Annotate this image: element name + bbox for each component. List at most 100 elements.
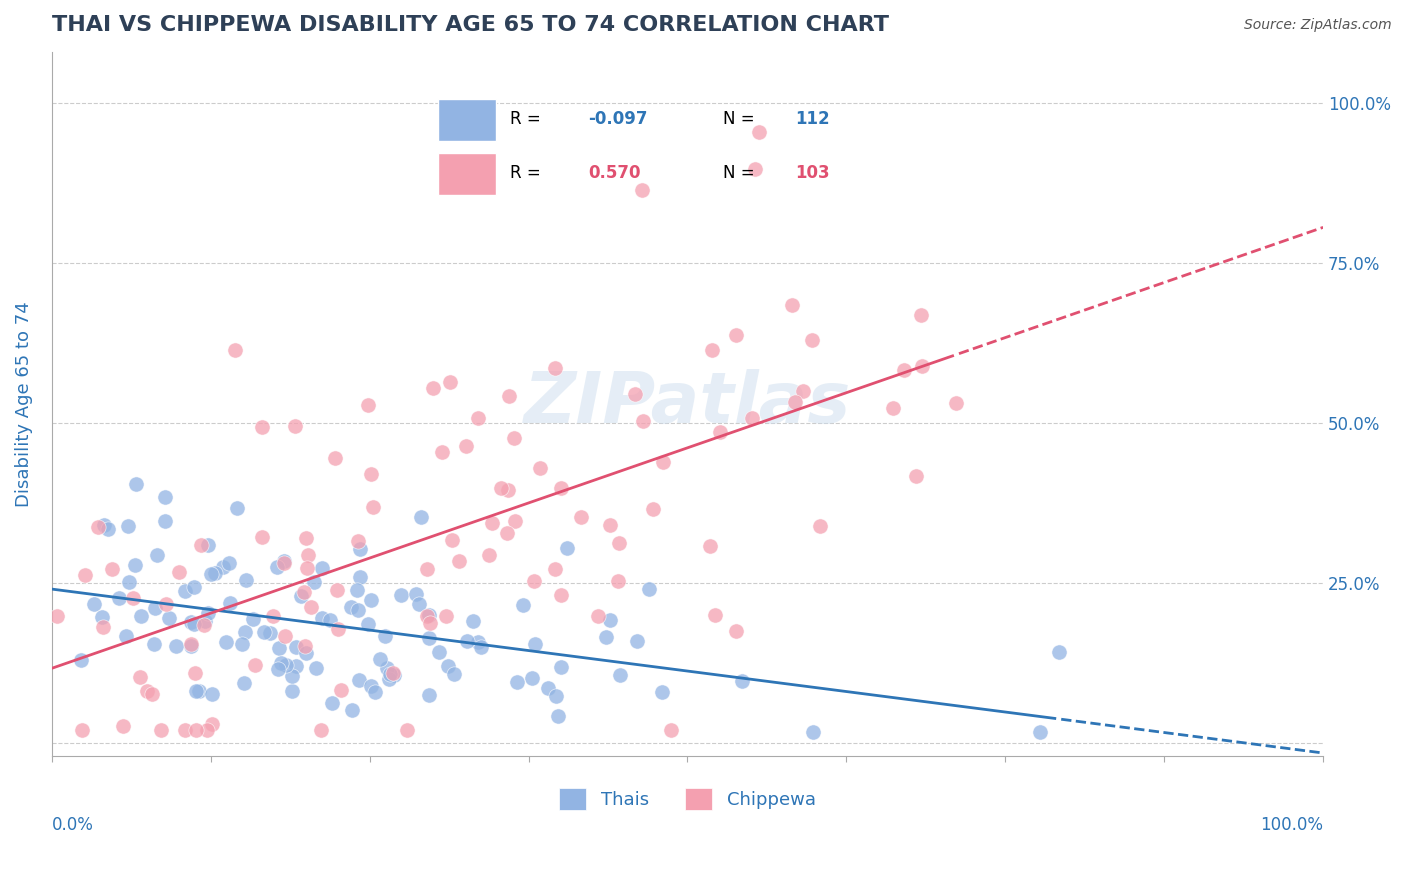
Legend: Thais, Chippewa: Thais, Chippewa bbox=[553, 780, 823, 817]
Point bbox=[174, 723, 197, 738]
Point bbox=[346, 533, 368, 548]
Point bbox=[90, 610, 112, 624]
Point bbox=[882, 401, 904, 416]
Point bbox=[122, 591, 145, 605]
Point bbox=[299, 600, 322, 615]
Text: 100.0%: 100.0% bbox=[1260, 816, 1323, 834]
Point bbox=[284, 640, 307, 654]
Point bbox=[524, 637, 547, 651]
Point bbox=[294, 531, 316, 545]
Point bbox=[281, 669, 304, 683]
Point bbox=[242, 612, 264, 626]
Point bbox=[498, 389, 520, 403]
Point bbox=[443, 667, 465, 681]
Point bbox=[382, 668, 405, 682]
Point bbox=[569, 509, 592, 524]
Point bbox=[731, 673, 754, 688]
Point bbox=[143, 601, 166, 615]
Text: Source: ZipAtlas.com: Source: ZipAtlas.com bbox=[1244, 18, 1392, 32]
Point bbox=[408, 597, 430, 611]
Point bbox=[651, 685, 673, 699]
Point bbox=[409, 510, 432, 524]
Point bbox=[153, 490, 176, 504]
Point bbox=[184, 723, 207, 738]
Point bbox=[87, 520, 110, 534]
Point bbox=[184, 684, 207, 698]
Point bbox=[349, 570, 371, 584]
Point bbox=[911, 359, 934, 373]
Point bbox=[197, 538, 219, 552]
Point bbox=[361, 500, 384, 515]
Point bbox=[252, 420, 274, 434]
Point bbox=[467, 634, 489, 648]
Point bbox=[117, 519, 139, 533]
Point bbox=[725, 624, 748, 638]
Point bbox=[586, 609, 609, 624]
Point bbox=[467, 410, 489, 425]
Point bbox=[360, 467, 382, 481]
Point bbox=[211, 559, 233, 574]
Point bbox=[326, 622, 349, 636]
Point bbox=[309, 723, 332, 738]
Point bbox=[346, 583, 368, 598]
Point bbox=[167, 565, 190, 579]
Point bbox=[201, 716, 224, 731]
Point bbox=[607, 535, 630, 549]
Point bbox=[305, 660, 328, 674]
Point bbox=[725, 328, 748, 343]
Point bbox=[595, 630, 617, 644]
Point bbox=[368, 652, 391, 666]
Point bbox=[599, 613, 621, 627]
Point bbox=[606, 574, 628, 589]
Point bbox=[346, 603, 368, 617]
Point bbox=[149, 723, 172, 738]
Point bbox=[224, 343, 246, 357]
Point bbox=[292, 585, 315, 599]
Point bbox=[430, 445, 453, 459]
Point bbox=[267, 661, 290, 675]
Point bbox=[285, 659, 308, 673]
Point bbox=[135, 683, 157, 698]
Point bbox=[174, 583, 197, 598]
Point bbox=[262, 608, 284, 623]
Point bbox=[284, 419, 307, 434]
Point bbox=[741, 411, 763, 425]
Point bbox=[226, 500, 249, 515]
Point bbox=[259, 625, 281, 640]
Point bbox=[129, 670, 152, 684]
Point bbox=[295, 646, 318, 660]
Point bbox=[318, 614, 340, 628]
Point bbox=[360, 592, 382, 607]
Point bbox=[389, 588, 412, 602]
Point bbox=[101, 562, 124, 576]
Point bbox=[661, 723, 683, 738]
Point bbox=[910, 308, 932, 322]
Point bbox=[441, 533, 464, 548]
Point bbox=[434, 609, 457, 624]
Point bbox=[801, 724, 824, 739]
Point bbox=[808, 519, 831, 533]
Point bbox=[396, 723, 419, 738]
Point bbox=[700, 343, 723, 357]
Point bbox=[157, 611, 180, 625]
Point bbox=[323, 450, 346, 465]
Point bbox=[190, 538, 212, 552]
Point bbox=[180, 637, 202, 651]
Point bbox=[183, 617, 205, 632]
Point bbox=[419, 615, 441, 630]
Point bbox=[233, 625, 256, 640]
Point bbox=[470, 640, 492, 655]
Point bbox=[447, 554, 470, 568]
Point bbox=[437, 659, 460, 673]
Point bbox=[201, 687, 224, 701]
Point bbox=[235, 574, 257, 588]
Point bbox=[215, 635, 238, 649]
Point bbox=[357, 398, 380, 412]
Point bbox=[418, 688, 440, 702]
Y-axis label: Disability Age 65 to 74: Disability Age 65 to 74 bbox=[15, 301, 32, 507]
Point bbox=[529, 460, 551, 475]
Point bbox=[219, 596, 242, 610]
Point bbox=[481, 516, 503, 530]
Point bbox=[274, 658, 297, 673]
Point bbox=[709, 425, 731, 439]
